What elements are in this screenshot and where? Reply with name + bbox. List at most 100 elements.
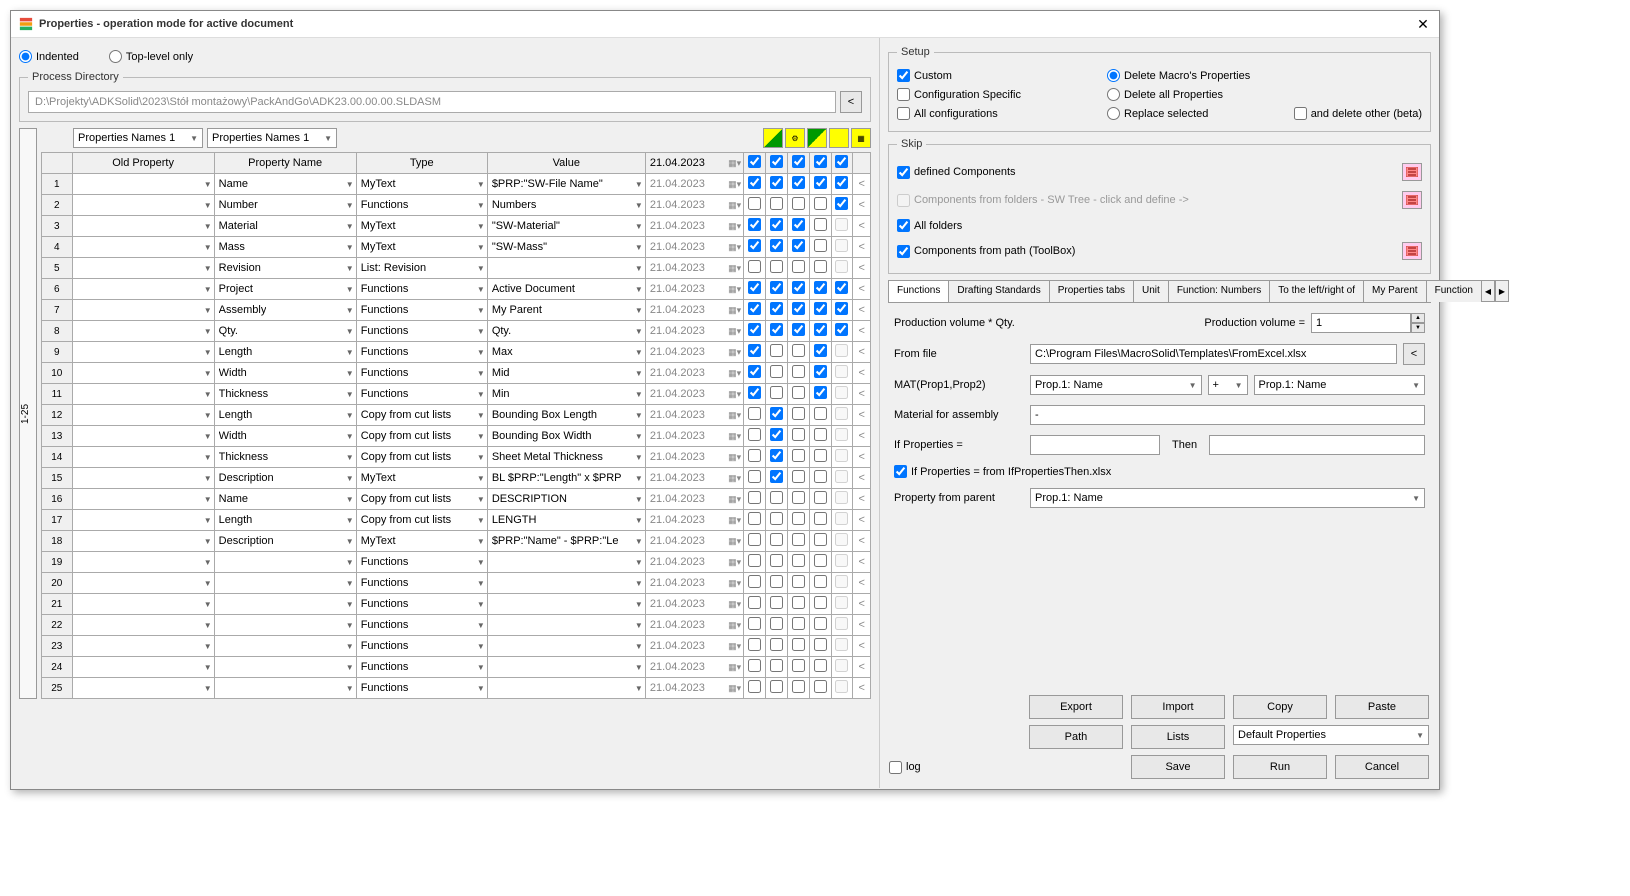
chk-col-1[interactable] [744,552,766,573]
chk-col-1[interactable] [744,216,766,237]
chk-col-4[interactable] [809,321,831,342]
type-cell[interactable]: Functions▼ [356,279,487,300]
chk-col-5[interactable] [831,342,853,363]
property-name-cell[interactable]: Material▼ [214,216,356,237]
old-property-cell[interactable]: ▼ [72,384,214,405]
date-cell[interactable]: 21.04.2023▦▾ [645,405,743,426]
property-name-cell[interactable]: Thickness▼ [214,384,356,405]
old-property-cell[interactable]: ▼ [72,216,214,237]
old-property-cell[interactable]: ▼ [72,342,214,363]
row-arrow[interactable]: < [853,279,871,300]
toolbar-icon-2[interactable]: ⚙ [785,128,805,148]
defined-components-button[interactable] [1402,163,1422,181]
replace-selected-radio[interactable]: Replace selected [1107,107,1208,120]
value-cell[interactable]: ▼ [487,594,645,615]
chk-col-3[interactable] [787,573,809,594]
chk-col-1[interactable] [744,489,766,510]
path-button[interactable]: Path [1029,725,1123,749]
directory-browse-button[interactable]: < [840,91,862,113]
chk-col-1[interactable] [744,468,766,489]
chk-col-5[interactable] [831,384,853,405]
row-arrow[interactable]: < [853,363,871,384]
chk-col-5[interactable] [831,258,853,279]
chk-col-4[interactable] [809,174,831,195]
type-cell[interactable]: Copy from cut lists▼ [356,510,487,531]
chk-col-1[interactable] [744,531,766,552]
header-chk-3[interactable] [787,153,809,174]
chk-col-5[interactable] [831,573,853,594]
type-cell[interactable]: Functions▼ [356,594,487,615]
date-cell[interactable]: 21.04.2023▦▾ [645,426,743,447]
value-cell[interactable]: ▼ [487,636,645,657]
chk-col-1[interactable] [744,174,766,195]
row-arrow[interactable]: < [853,384,871,405]
chk-col-2[interactable] [766,657,788,678]
old-property-cell[interactable]: ▼ [72,531,214,552]
row-arrow[interactable]: < [853,300,871,321]
chk-col-4[interactable] [809,510,831,531]
chk-col-5[interactable] [831,363,853,384]
property-name-cell[interactable]: Thickness▼ [214,447,356,468]
chk-col-2[interactable] [766,573,788,594]
value-cell[interactable]: ▼ [487,573,645,594]
chk-col-3[interactable] [787,279,809,300]
chk-col-5[interactable] [831,237,853,258]
chk-col-4[interactable] [809,363,831,384]
chk-col-2[interactable] [766,678,788,699]
chk-col-2[interactable] [766,300,788,321]
copy-button[interactable]: Copy [1233,695,1327,719]
old-property-cell[interactable]: ▼ [72,447,214,468]
chk-col-4[interactable] [809,342,831,363]
mat-op-combo[interactable]: +▼ [1208,375,1248,395]
chk-col-5[interactable] [831,552,853,573]
value-cell[interactable]: ▼ [487,615,645,636]
value-cell[interactable]: $PRP:"Name" - $PRP:"Le▼ [487,531,645,552]
chk-col-2[interactable] [766,405,788,426]
chk-col-1[interactable] [744,363,766,384]
chk-col-3[interactable] [787,489,809,510]
date-cell[interactable]: 21.04.2023▦▾ [645,657,743,678]
chk-col-2[interactable] [766,510,788,531]
chk-col-5[interactable] [831,174,853,195]
old-property-cell[interactable]: ▼ [72,258,214,279]
type-cell[interactable]: MyText▼ [356,531,487,552]
chk-col-5[interactable] [831,300,853,321]
tab-drafting-standards[interactable]: Drafting Standards [948,280,1049,302]
old-property-cell[interactable]: ▼ [72,489,214,510]
tab-functions[interactable]: Functions [888,280,949,302]
chk-col-2[interactable] [766,258,788,279]
property-name-cell[interactable]: Width▼ [214,426,356,447]
chk-col-3[interactable] [787,258,809,279]
type-cell[interactable]: Functions▼ [356,678,487,699]
components-from-path-checkbox[interactable]: Components from path (ToolBox) [897,245,1075,258]
toolbar-icon-1[interactable] [763,128,783,148]
value-cell[interactable]: "SW-Mass"▼ [487,237,645,258]
property-name-cell[interactable]: Qty.▼ [214,321,356,342]
from-file-browse[interactable]: < [1403,343,1425,365]
value-cell[interactable]: Max▼ [487,342,645,363]
value-cell[interactable]: ▼ [487,657,645,678]
from-file-input[interactable] [1030,344,1397,364]
indented-radio[interactable]: Indented [19,50,79,63]
chk-col-1[interactable] [744,405,766,426]
chk-col-2[interactable] [766,594,788,615]
value-cell[interactable]: Bounding Box Length▼ [487,405,645,426]
property-name-cell[interactable]: Length▼ [214,510,356,531]
chk-col-4[interactable] [809,573,831,594]
chk-col-4[interactable] [809,258,831,279]
date-cell[interactable]: 21.04.2023▦▾ [645,510,743,531]
chk-col-4[interactable] [809,594,831,615]
row-arrow[interactable]: < [853,552,871,573]
tab-unit[interactable]: Unit [1133,280,1169,302]
chk-col-2[interactable] [766,615,788,636]
row-arrow[interactable]: < [853,594,871,615]
chk-col-5[interactable] [831,321,853,342]
chk-col-1[interactable] [744,384,766,405]
property-name-cell[interactable]: ▼ [214,657,356,678]
prod-vol-spinner[interactable]: ▲▼ [1311,313,1425,333]
old-property-cell[interactable]: ▼ [72,321,214,342]
chk-col-1[interactable] [744,300,766,321]
save-button[interactable]: Save [1131,755,1225,779]
components-from-path-button[interactable] [1402,242,1422,260]
chk-col-3[interactable] [787,363,809,384]
